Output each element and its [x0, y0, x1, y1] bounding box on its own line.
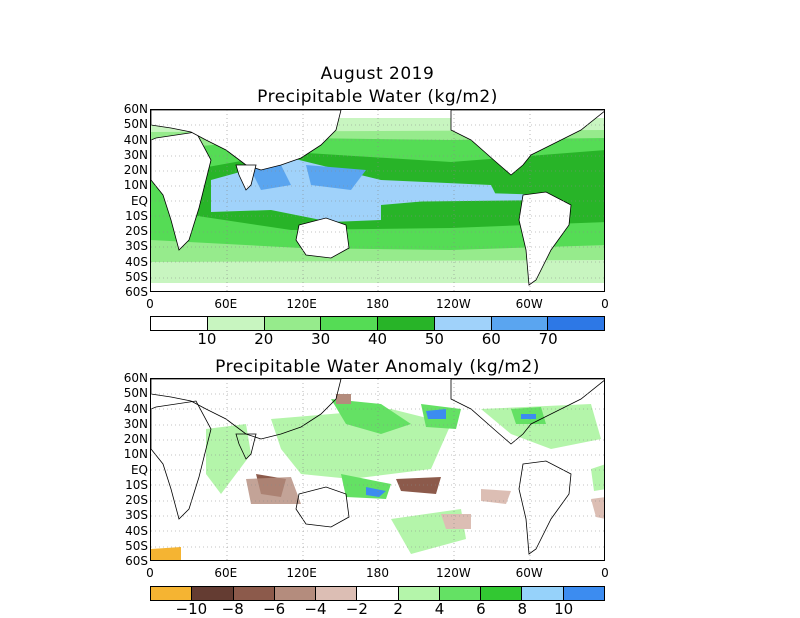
pw-band-60-70-bay — [251, 165, 291, 190]
lon-tick-label: 0 — [146, 566, 154, 580]
panel1-title: Precipitable Water (kg/m2) — [257, 87, 498, 107]
anomaly-positive-regions — [151, 399, 604, 560]
lon-tick-label: 120E — [286, 566, 317, 580]
colorbar-label: −4 — [304, 600, 327, 618]
colorbar-swatch — [151, 587, 193, 600]
colorbar-label: 6 — [476, 600, 486, 618]
colorbar-swatch — [563, 587, 604, 600]
colorbar-label: 30 — [311, 330, 331, 348]
lat-tick-label: 50N — [123, 386, 148, 401]
gridlines — [151, 379, 604, 560]
lat-tick-label: 20N — [123, 163, 148, 177]
colorbar-swatch — [321, 317, 378, 330]
colorbar-swatch — [522, 587, 564, 600]
continents — [151, 110, 604, 286]
colorbar-swatch — [378, 317, 435, 330]
lon-tick-label: 60W — [515, 566, 543, 580]
lat-tick-label: 20S — [125, 224, 148, 238]
colorbar-label: 8 — [517, 600, 528, 618]
lat-tick-label: 10S — [125, 208, 148, 223]
precipitable-water-map — [150, 109, 605, 292]
lat-tick-label: EQ — [130, 462, 148, 477]
colorbar-label: 50 — [424, 330, 444, 348]
lon-tick-label: 180 — [366, 566, 389, 580]
pw-itcz-band — [381, 190, 556, 202]
lat-tick-label: 50S — [125, 269, 148, 284]
colorbar-label: 60 — [481, 330, 501, 348]
lon-tick-label: 0 — [601, 566, 609, 580]
lon-tick-label: 120W — [435, 297, 471, 311]
lat-tick-label: EQ — [130, 193, 148, 208]
panel2-colorbar — [150, 586, 605, 601]
precipitable-water-anomaly-map — [150, 378, 605, 561]
colorbar-swatch — [481, 587, 523, 600]
lat-tick-label: 40N — [123, 401, 148, 416]
colorbar-swatch — [548, 317, 604, 330]
colorbar-swatch — [151, 317, 208, 330]
australia — [295, 217, 350, 259]
lat-tick-label: 30N — [123, 147, 148, 162]
colorbar-label: 40 — [367, 330, 388, 348]
colorbar-label: −6 — [263, 600, 286, 618]
colorbar-label: −8 — [221, 600, 244, 618]
panel2-title: Precipitable Water Anomaly (kg/m2) — [215, 357, 540, 377]
lat-tick-label: 30S — [125, 508, 148, 523]
main-title: August 2019 — [320, 64, 435, 84]
lat-tick-label: 40S — [125, 254, 148, 269]
lat-tick-label: 40N — [123, 132, 148, 147]
lat-tick-label: 10N — [123, 447, 148, 462]
lon-tick-label: 0 — [601, 297, 609, 311]
lon-tick-label: 120E — [286, 297, 317, 311]
anomaly-negative-regions — [246, 394, 604, 529]
africa — [151, 131, 212, 251]
colorbar-swatch — [274, 587, 317, 600]
lat-tick-label: 60S — [125, 554, 148, 568]
lat-tick-label: 60N — [123, 102, 148, 116]
lat-tick-label: 40S — [125, 523, 148, 538]
lat-tick-label: 20S — [125, 493, 148, 507]
colorbar-label: 70 — [538, 330, 558, 348]
panel1-colorbar — [150, 316, 605, 331]
colorbar-swatch — [264, 317, 322, 330]
lat-tick-label: 10N — [123, 178, 148, 193]
lat-tick-label: 30S — [125, 239, 148, 254]
colorbar-label: 2 — [393, 600, 403, 618]
colorbar-label: 20 — [254, 330, 274, 348]
colorbar-swatch — [491, 317, 549, 330]
lat-tick-label: 20N — [123, 432, 148, 446]
lon-tick-label: 60E — [214, 566, 238, 580]
lon-tick-label: 0 — [146, 297, 154, 311]
colorbar-label: 4 — [434, 600, 445, 618]
lon-tick-label: 120W — [435, 566, 471, 580]
lon-tick-label: 180 — [366, 297, 389, 311]
colorbar-swatch — [357, 587, 399, 600]
lat-tick-label: 10S — [125, 477, 148, 492]
colorbar-swatch — [439, 587, 482, 600]
lat-tick-label: 30N — [123, 416, 148, 431]
colorbar-label: 10 — [197, 330, 217, 348]
colorbar-swatch — [207, 317, 265, 330]
lon-tick-label: 60E — [214, 297, 238, 311]
colorbar-swatch — [398, 587, 440, 600]
lat-tick-label: 60N — [123, 371, 148, 385]
gridlines — [151, 110, 604, 291]
colorbar-label: −2 — [345, 600, 368, 618]
colorbar-label: −10 — [175, 600, 208, 618]
north-america — [450, 110, 604, 176]
colorbar-swatch — [316, 587, 358, 600]
lat-tick-label: 60S — [125, 285, 148, 299]
lon-tick-label: 60W — [515, 297, 543, 311]
colorbar-swatch — [233, 587, 275, 600]
continents-outline — [151, 379, 604, 555]
lat-tick-label: 50N — [123, 117, 148, 132]
colorbar-swatch — [434, 317, 492, 330]
colorbar-label: 10 — [554, 600, 574, 618]
colorbar-swatch — [192, 587, 234, 600]
lat-tick-label: 50S — [125, 538, 148, 553]
